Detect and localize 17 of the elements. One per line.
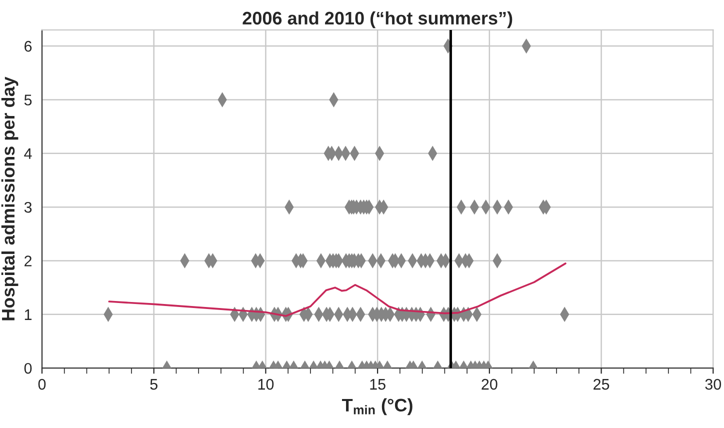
x-axis-title: T$_{min}$ (°C) xyxy=(342,398,412,416)
x-tick-label: 10 xyxy=(258,378,274,390)
y-tick-label: 1 xyxy=(24,309,32,320)
y-tick-label: 6 xyxy=(24,40,32,52)
x-tick-label: 25 xyxy=(594,378,610,390)
x-tick-label: 5 xyxy=(150,379,158,390)
y-tick-label: 0 xyxy=(24,362,32,374)
y-tick-label: 5 xyxy=(24,94,32,106)
x-tick-label: 20 xyxy=(482,378,498,390)
y-tick-label: 4 xyxy=(24,148,32,159)
chart-title: 2006 and 2010 (“hot summers”) xyxy=(242,11,512,28)
y-tick-label: 2 xyxy=(24,256,32,266)
y-tick-label: 3 xyxy=(24,202,32,213)
x-tick-label: 15 xyxy=(370,379,386,390)
x-tick-label: 30 xyxy=(705,378,722,390)
x-tick-label: 0 xyxy=(38,378,46,390)
y-axis-title: Hospital admissions per day xyxy=(1,76,18,320)
